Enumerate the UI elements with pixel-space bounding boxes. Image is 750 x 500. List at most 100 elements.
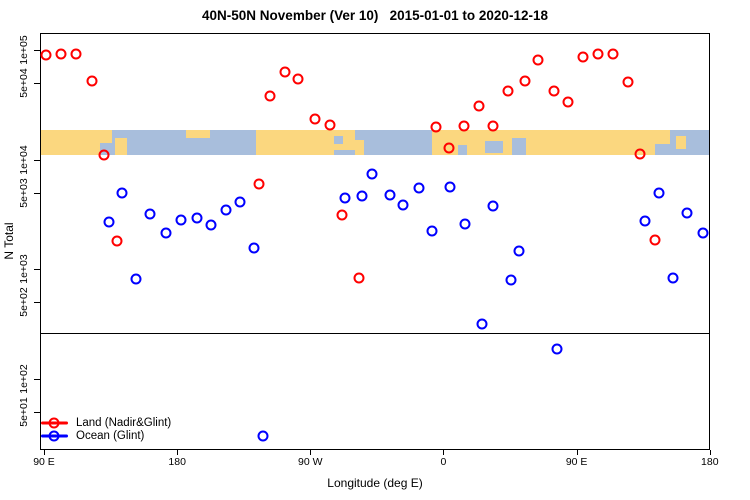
data-point-land [264, 90, 276, 102]
y-tick-mark [34, 378, 40, 380]
y-tick-mark [34, 411, 40, 413]
data-point-land [430, 121, 442, 133]
y-tick-mark [34, 159, 40, 161]
data-point-ocean [513, 245, 525, 257]
data-point-ocean [116, 187, 128, 199]
legend-land-marker-icon [48, 417, 60, 429]
map-land-segment [40, 130, 101, 156]
y-tick-mark [34, 192, 40, 194]
data-point-ocean [257, 430, 269, 442]
data-point-ocean [413, 182, 425, 194]
data-point-land [649, 234, 661, 246]
data-point-land [353, 272, 365, 284]
map-land-segment [333, 130, 355, 151]
x-tick-mark [576, 450, 578, 455]
data-point-land [443, 142, 455, 154]
y-axis-title: N Total [2, 222, 16, 260]
data-point-land [532, 54, 544, 66]
data-point-land [592, 48, 604, 60]
world-map-band [40, 130, 710, 156]
x-tick-label: 90 W [298, 456, 323, 468]
data-point-ocean [384, 189, 396, 201]
map-land-segment [675, 136, 687, 149]
map-land-segment [354, 140, 364, 156]
x-tick-label: 180 [168, 456, 186, 468]
data-point-land [487, 120, 499, 132]
data-point-ocean [653, 187, 665, 199]
map-land-segment [431, 130, 656, 156]
data-point-ocean [356, 190, 368, 202]
map-land-segment [186, 130, 210, 138]
data-point-land [562, 96, 574, 108]
data-point-land [458, 120, 470, 132]
x-tick-mark [443, 450, 445, 455]
data-point-land [309, 113, 321, 125]
data-point-ocean [234, 196, 246, 208]
chart-title: 40N-50N November (Ver 10) 2015-01-01 to … [202, 8, 548, 23]
x-tick-mark [177, 450, 179, 455]
data-point-ocean [476, 318, 488, 330]
data-point-land [98, 149, 110, 161]
x-tick-mark [310, 450, 312, 455]
y-tick-label: 5e+02 [18, 287, 30, 317]
data-point-ocean [248, 242, 260, 254]
reference-line [40, 333, 710, 334]
data-point-land [55, 48, 67, 60]
data-point-land [279, 66, 291, 78]
data-point-ocean [366, 168, 378, 180]
data-point-land [86, 75, 98, 87]
x-axis-title: Longitude (deg E) [327, 476, 423, 490]
x-tick-label: 0 [440, 456, 447, 468]
data-point-ocean [459, 218, 471, 230]
data-point-ocean [130, 273, 142, 285]
data-point-land [324, 119, 336, 131]
x-tick-label: 90 E [565, 456, 588, 468]
data-point-ocean [551, 343, 563, 355]
data-point-ocean [697, 227, 709, 239]
y-tick-label: 1e+02 [18, 364, 30, 394]
data-point-ocean [444, 181, 456, 193]
x-tick-label: 90 E [33, 456, 55, 468]
plot-border-box [40, 33, 710, 450]
y-tick-label: 1e+04 [18, 144, 30, 175]
y-tick-label: 5e+03 [18, 177, 30, 208]
data-point-land [519, 75, 531, 87]
y-tick-label: 5e+04 [18, 68, 30, 98]
x-tick-mark [44, 450, 45, 455]
data-point-land [111, 235, 123, 247]
data-point-ocean [639, 215, 651, 227]
x-tick-label: 180 [701, 456, 719, 468]
data-point-ocean [667, 272, 679, 284]
data-point-ocean [160, 227, 172, 239]
y-tick-label: 1e+03 [18, 254, 30, 284]
data-point-land [253, 178, 265, 190]
data-point-land [634, 148, 646, 160]
data-point-land [577, 51, 589, 63]
data-point-ocean [191, 212, 203, 224]
map-sea-segment [458, 145, 468, 156]
data-point-ocean [397, 199, 409, 211]
data-point-ocean [505, 274, 517, 286]
map-land-segment [100, 130, 113, 143]
data-point-ocean [426, 225, 438, 237]
data-point-ocean [175, 214, 187, 226]
data-point-ocean [487, 200, 499, 212]
y-tick-label: 1e+05 [18, 35, 30, 65]
data-point-ocean [681, 207, 693, 219]
y-tick-mark [34, 269, 40, 271]
y-tick-label: 5e+01 [18, 397, 30, 427]
y-tick-mark [34, 50, 40, 51]
data-point-land [607, 48, 619, 60]
data-point-ocean [339, 192, 351, 204]
data-point-ocean [220, 204, 232, 216]
x-tick-mark [709, 450, 711, 455]
legend-ocean-label: Ocean (Glint) [76, 430, 145, 442]
data-point-ocean [205, 219, 217, 231]
data-point-land [502, 85, 514, 97]
map-sea-segment [484, 141, 503, 153]
map-sea-segment [333, 136, 343, 144]
map-land-segment [115, 137, 127, 156]
data-point-land [292, 73, 304, 85]
data-point-land [70, 48, 82, 60]
